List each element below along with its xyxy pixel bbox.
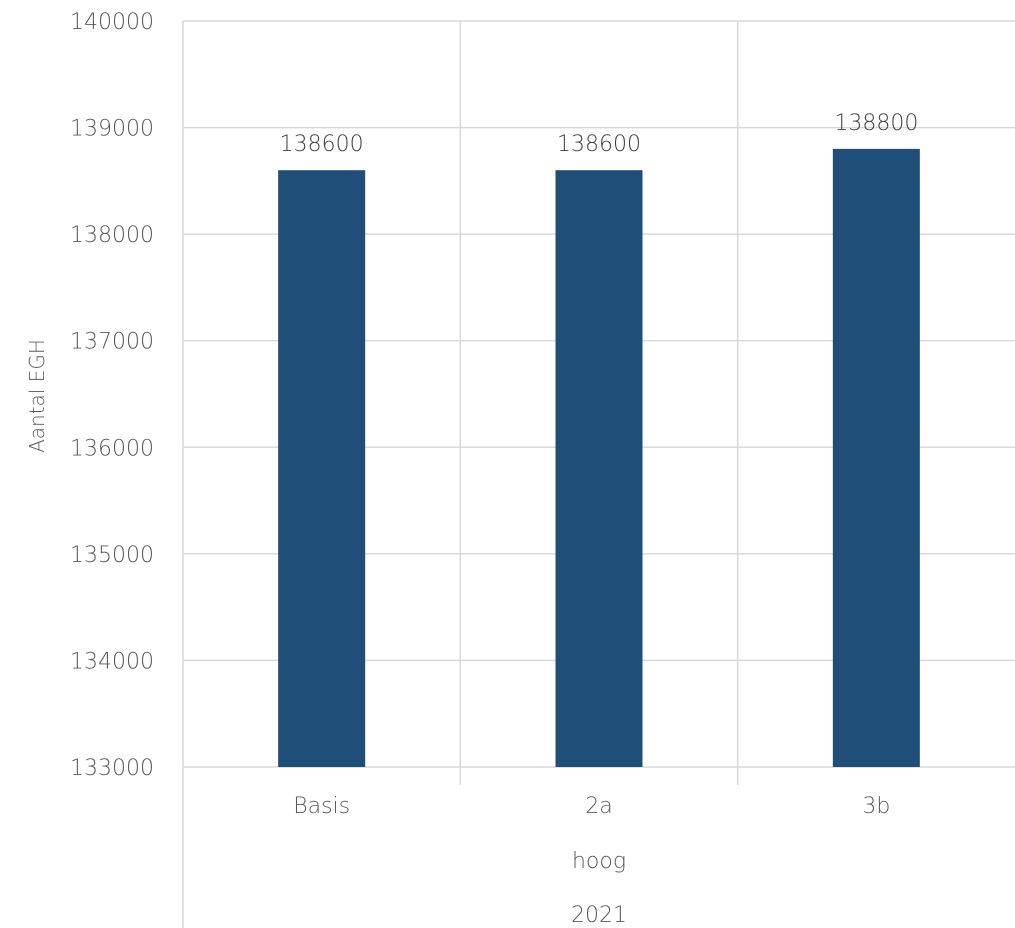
y-tick-label: 137000 xyxy=(70,330,154,355)
bar xyxy=(832,148,920,767)
data-label: 138800 xyxy=(834,111,918,136)
data-labels: 138600 138600 138800 xyxy=(280,111,919,157)
y-tick-label: 134000 xyxy=(70,649,154,674)
bar xyxy=(555,170,643,767)
y-tick-label: 136000 xyxy=(70,436,154,461)
x-group-label: 2021 xyxy=(571,903,627,928)
y-tick-label: 135000 xyxy=(70,543,154,568)
x-category-label: Basis xyxy=(293,794,350,819)
x-category-label: 2a xyxy=(585,794,612,819)
category-dividers xyxy=(182,21,739,928)
y-axis-tick-labels: 133000 134000 135000 136000 137000 138000 1390… xyxy=(70,10,154,781)
bars xyxy=(278,148,920,767)
y-tick-label: 139000 xyxy=(70,117,154,142)
x-category-label: 3b xyxy=(862,794,890,819)
y-tick-label: 133000 xyxy=(70,756,154,781)
x-axis-group-labels: hoog 2021 xyxy=(571,849,627,928)
y-axis-title: Aantal EGH xyxy=(25,339,49,453)
y-tick-label: 138000 xyxy=(70,223,154,248)
x-axis-category-labels: Basis 2a 3b xyxy=(293,794,890,819)
bar xyxy=(278,170,366,767)
data-label: 138600 xyxy=(557,132,641,157)
y-tick-label: 140000 xyxy=(70,10,154,35)
data-label: 138600 xyxy=(280,132,364,157)
x-group-label: hoog xyxy=(572,849,626,874)
